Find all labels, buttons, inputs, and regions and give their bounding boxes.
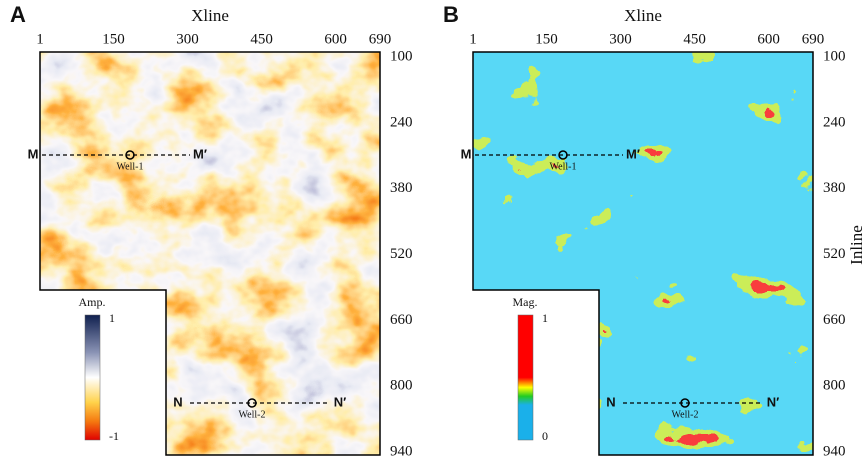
section-start: N [173, 394, 182, 409]
y-tick-label: 800 [823, 378, 846, 394]
colorbar-title: Amp. [79, 295, 106, 309]
x-axis-title: Xline [624, 6, 662, 25]
x-tick-label: 600 [757, 31, 780, 47]
colorbar-max: 1 [542, 311, 548, 325]
x-tick-label: 1 [469, 31, 477, 47]
x-tick-label: 300 [609, 31, 632, 47]
well-label: Well-1 [117, 161, 144, 172]
x-tick-label: 150 [102, 31, 125, 47]
section-start: M [28, 146, 39, 161]
panel-label: B [443, 2, 459, 27]
x-axis-title: Xline [191, 6, 229, 25]
section-start: N [606, 394, 615, 409]
x-tick-label: 150 [535, 31, 558, 47]
y-tick-label: 100 [823, 48, 846, 64]
well-label: Well-2 [672, 409, 699, 420]
y-tick-label: 940 [390, 443, 413, 459]
x-tick-label: 450 [250, 31, 273, 47]
y-tick-label: 660 [390, 312, 413, 328]
x-tick-label: 450 [683, 31, 706, 47]
y-tick-label: 660 [823, 312, 846, 328]
y-tick-label: 380 [823, 180, 846, 196]
y-tick-label: 800 [390, 378, 413, 394]
colorbar-min: -1 [109, 429, 119, 443]
section-end: N′ [334, 394, 347, 409]
x-tick-label: 690 [802, 31, 825, 47]
panel-label: A [10, 2, 26, 27]
y-tick-label: 520 [823, 246, 846, 262]
y-tick-label: 100 [390, 48, 413, 64]
x-tick-label: 600 [324, 31, 347, 47]
figure: AXline1150300450600690100240380520660800… [0, 0, 866, 463]
well-label: Well-1 [550, 161, 577, 172]
y-tick-label: 940 [823, 443, 846, 459]
section-end: M′ [193, 146, 207, 161]
colorbar-max: 1 [109, 311, 115, 325]
y-tick-label: 520 [390, 246, 413, 262]
colorbar [85, 315, 100, 440]
well-label: Well-2 [239, 409, 266, 420]
y-axis-title: Inline [847, 225, 866, 265]
y-tick-label: 380 [390, 180, 413, 196]
x-tick-label: 1 [36, 31, 44, 47]
y-tick-label: 240 [390, 114, 413, 130]
colorbar-title: Mag. [513, 295, 538, 309]
x-tick-label: 300 [176, 31, 199, 47]
colorbar-min: 0 [542, 429, 548, 443]
x-tick-label: 690 [369, 31, 392, 47]
colorbar [518, 315, 533, 440]
section-start: M [461, 146, 472, 161]
section-end: N′ [767, 394, 780, 409]
y-tick-label: 240 [823, 114, 846, 130]
section-end: M′ [626, 146, 640, 161]
